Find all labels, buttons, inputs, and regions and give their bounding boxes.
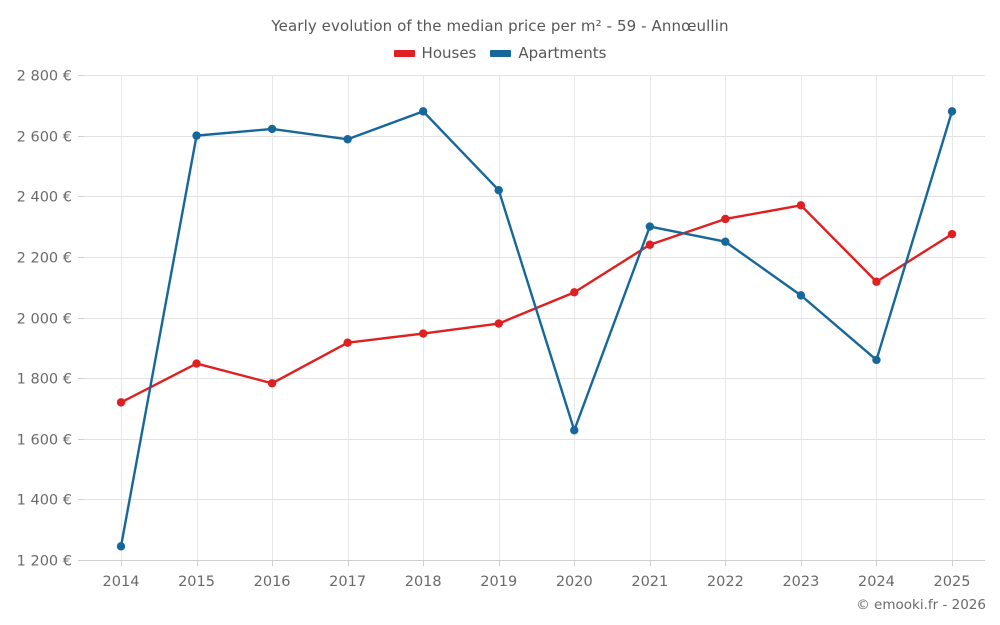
y-axis-tick-label: 2 600 € <box>17 130 72 146</box>
data-point[interactable] <box>796 291 806 300</box>
legend-item-houses[interactable]: Houses <box>393 44 477 62</box>
x-axis-tick-label: 2023 <box>782 574 819 590</box>
data-point[interactable] <box>872 277 881 286</box>
data-point[interactable] <box>343 135 352 144</box>
x-axis-tick-label: 2020 <box>556 574 593 590</box>
y-axis-tick-label: 1 400 € <box>17 493 72 509</box>
x-axis-tick-label: 2019 <box>480 574 517 590</box>
legend-item-apartments[interactable]: Apartments <box>490 44 606 62</box>
x-axis-tick-label: 2016 <box>254 574 291 590</box>
data-point[interactable] <box>418 329 428 338</box>
grid-layer <box>84 75 985 561</box>
data-point[interactable] <box>116 542 126 551</box>
data-point[interactable] <box>721 214 730 224</box>
data-point[interactable] <box>418 107 428 116</box>
y-axis-tick-label: 2 200 € <box>17 251 72 267</box>
data-point[interactable] <box>645 222 655 231</box>
y-axis-tick-label: 1 600 € <box>17 433 72 449</box>
legend-swatch-houses <box>393 49 415 57</box>
y-axis-tick-label: 2 400 € <box>17 190 72 206</box>
x-axis-tick-label: 2018 <box>405 574 442 590</box>
x-axis-tick-label: 2021 <box>631 574 668 590</box>
x-axis-tick-labels: 2014 2015 2016 2017 2018 2019 2020 2021 2022 2023… <box>103 574 971 590</box>
series-line <box>119 204 954 404</box>
data-point[interactable] <box>872 355 881 365</box>
data-point[interactable] <box>947 107 957 116</box>
data-point[interactable] <box>947 229 957 239</box>
x-axis-tick-label: 2014 <box>103 574 140 590</box>
legend-swatch-apartments <box>490 49 512 57</box>
x-axis-tick-label: 2022 <box>707 574 744 590</box>
data-point[interactable] <box>721 237 730 246</box>
data-point[interactable] <box>645 240 655 249</box>
y-axis-tick-labels: 1 200 € 1 400 € 1 600 € 1 800 € 2 000 € 2 200… <box>17 69 72 570</box>
data-series-layer <box>116 107 957 551</box>
y-axis-tick-label: 1 200 € <box>17 554 72 570</box>
data-point[interactable] <box>267 379 277 388</box>
y-axis-tick-label: 2 800 € <box>17 69 72 85</box>
y-axis-tick-label: 1 800 € <box>17 372 72 388</box>
data-point[interactable] <box>796 201 806 210</box>
x-axis-tick-label: 2025 <box>934 574 971 590</box>
y-axis-tick-label: 2 000 € <box>17 312 72 328</box>
x-axis-tick-label: 2015 <box>178 574 215 590</box>
series-houses <box>116 201 957 407</box>
series-apartments <box>116 107 957 551</box>
series-line <box>119 110 954 548</box>
copyright-credit: © emooki.fr - 2026 <box>856 597 986 613</box>
x-axis-tick-label: 2017 <box>329 574 366 590</box>
legend-label-apartments: Apartments <box>518 44 607 62</box>
axis-layer <box>78 75 985 566</box>
chart-title: Yearly evolution of the median price per… <box>271 17 729 35</box>
data-point[interactable] <box>494 319 503 328</box>
data-point[interactable] <box>494 185 503 195</box>
chart-legend: Houses Apartments <box>0 44 1000 62</box>
data-point[interactable] <box>570 288 579 297</box>
data-point[interactable] <box>343 338 352 347</box>
data-point[interactable] <box>116 398 126 407</box>
legend-label-houses: Houses <box>421 44 477 62</box>
data-point[interactable] <box>192 359 201 368</box>
data-point[interactable] <box>267 124 277 134</box>
data-point[interactable] <box>570 426 579 435</box>
data-point[interactable] <box>192 131 201 140</box>
x-axis-tick-label: 2024 <box>858 574 895 590</box>
